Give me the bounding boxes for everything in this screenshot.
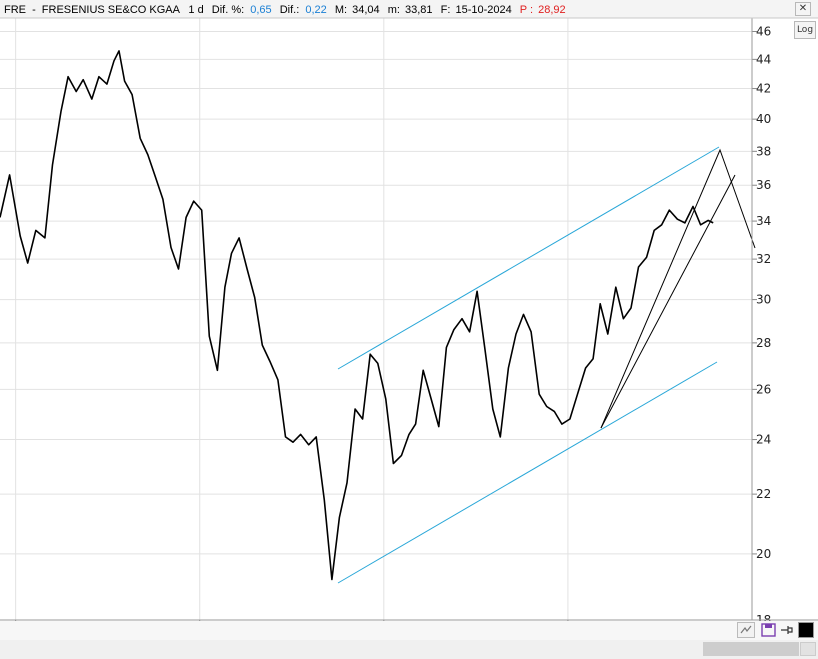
y-tick-label: 24 [756, 433, 771, 447]
chart-title: FRE - FRESENIUS SE&CO KGAA 1 d Dif. %: 0… [4, 4, 566, 16]
pin-icon[interactable] [779, 623, 794, 637]
y-tick-label: 28 [756, 336, 771, 350]
close-button[interactable]: ✕ [795, 2, 811, 16]
color-swatch-icon[interactable] [798, 622, 814, 638]
trend-channel[interactable] [337, 146, 720, 584]
y-tick-label: 38 [756, 144, 771, 158]
y-tick-label: 46 [756, 24, 771, 38]
scrollbar-track[interactable] [0, 640, 818, 659]
projection-lower[interactable] [600, 174, 736, 429]
header-bar [0, 0, 818, 18]
channel-upper-line[interactable] [337, 146, 720, 370]
y-tick-label: 42 [756, 82, 771, 96]
channel-lower-line[interactable] [337, 361, 718, 584]
projection-upper[interactable] [600, 148, 756, 429]
projection-lines[interactable] [600, 148, 756, 429]
y-tick-label: 26 [756, 382, 771, 396]
price-series-line[interactable] [0, 50, 714, 581]
y-tick-label: 40 [756, 112, 771, 126]
y-tick-label: 34 [756, 214, 771, 228]
y-tick-label: 32 [756, 252, 771, 266]
scroll-corner-icon[interactable] [800, 642, 816, 656]
y-tick-label: 22 [756, 487, 771, 501]
y-tick-label: 20 [756, 547, 771, 561]
scrollbar-thumb[interactable] [703, 642, 799, 656]
y-tick-label: 36 [756, 178, 771, 192]
save-icon[interactable] [761, 623, 776, 637]
time-axis-band [0, 621, 818, 640]
y-tick-label: 44 [756, 52, 771, 66]
cursor-tool-icon[interactable] [737, 622, 755, 638]
log-scale-button[interactable]: Log [794, 21, 816, 39]
y-tick-label: 30 [756, 293, 771, 307]
